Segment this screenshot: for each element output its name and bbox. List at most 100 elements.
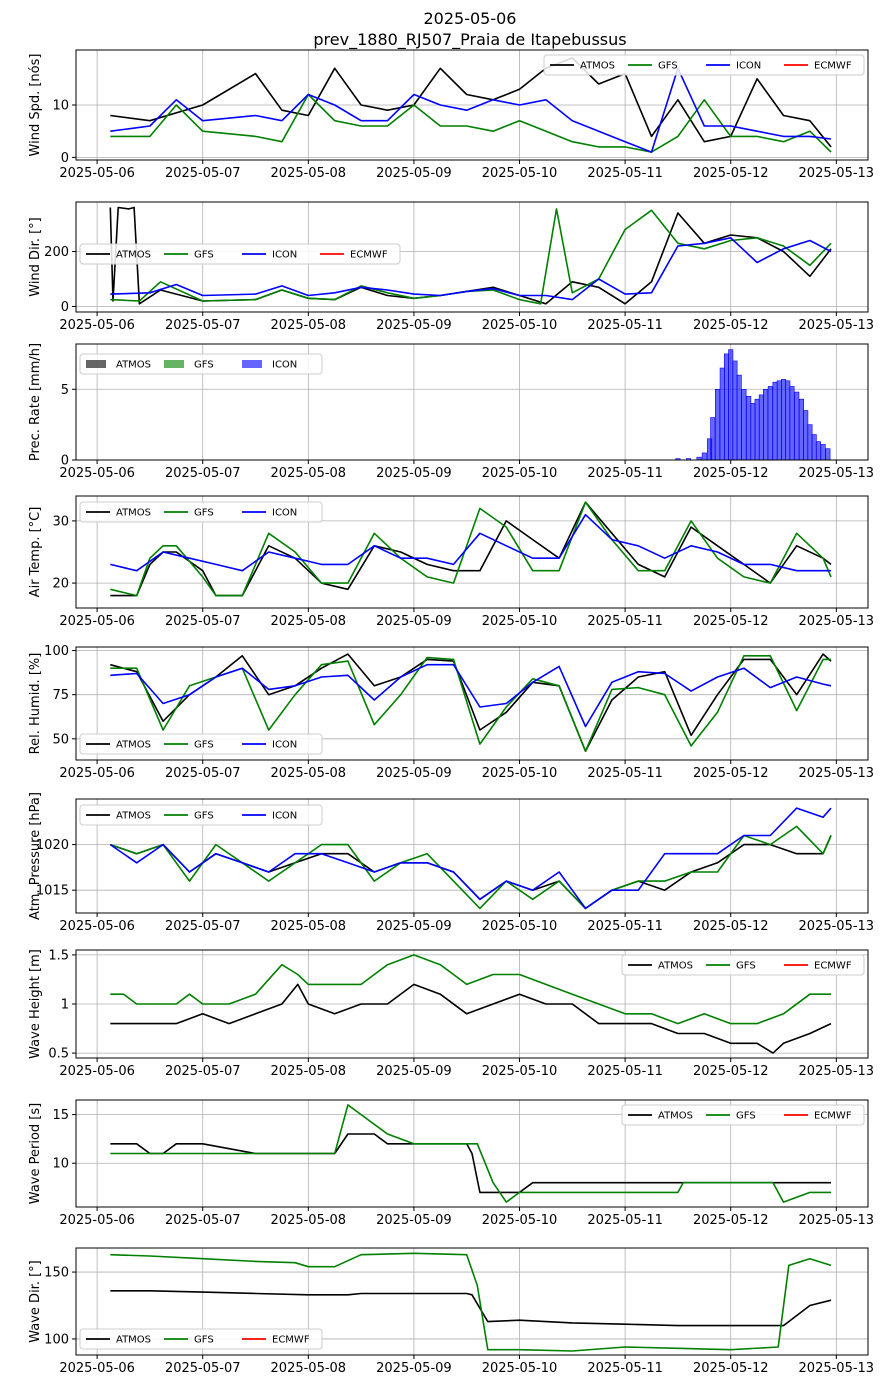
series-line-atmos xyxy=(110,57,832,148)
precip-bar-icon xyxy=(758,394,764,461)
panel-precipitation: 2025-05-06 2025-05-07 2025-05-08 2025-05-09… xyxy=(28,343,874,481)
figure-subtitle: prev_1880_RJ507_Praia de Itapebussus xyxy=(313,30,626,50)
x-tick-label: 2025-05-12 xyxy=(693,1064,769,1079)
x-tick-label: 2025-05-08 xyxy=(271,614,347,629)
x-tick-label: 2025-05-10 xyxy=(482,318,558,333)
x-tick-label: 2025-05-13 xyxy=(799,614,875,629)
y-tick-label: 5 xyxy=(61,383,69,398)
panel-relative-humidity: 2025-05-06 2025-05-07 2025-05-08 2025-05-09… xyxy=(28,644,874,781)
precip-bar-icon xyxy=(754,398,760,461)
x-tick-label: 2025-05-07 xyxy=(165,766,241,781)
x-tick-label: 2025-05-07 xyxy=(165,919,241,934)
plot-frame xyxy=(75,1099,869,1208)
panel-atmospheric-pressure: 2025-05-06 2025-05-07 2025-05-08 2025-05-09… xyxy=(28,792,874,934)
x-tick-label: 2025-05-13 xyxy=(799,166,875,181)
precip-bar-icon xyxy=(772,381,778,461)
legend-label-ecmwf: ECMWF xyxy=(272,1335,310,1346)
y-axis-label: Prec. Rate [mm/h] xyxy=(28,343,43,461)
x-tick-label: 2025-05-07 xyxy=(165,466,241,481)
y-tick-label: 10 xyxy=(52,1157,69,1172)
x-tick-label: 2025-05-11 xyxy=(587,766,663,781)
legend-label-icon: ICON xyxy=(272,360,297,371)
series-line-icon xyxy=(110,513,831,572)
x-tick-label: 2025-05-10 xyxy=(482,466,558,481)
series-line-atmos xyxy=(110,1290,832,1327)
legend: ATMOS GFS ICON xyxy=(79,353,323,375)
series-line-atmos xyxy=(110,1133,831,1194)
y-tick-label: 15 xyxy=(52,1108,69,1123)
x-tick-label: 2025-05-07 xyxy=(165,166,241,181)
x-tick-label: 2025-05-10 xyxy=(482,766,558,781)
x-tick-label: 2025-05-08 xyxy=(271,1064,347,1079)
x-tick-label: 2025-05-10 xyxy=(482,1361,558,1376)
precip-bar-icon xyxy=(794,391,800,461)
precip-bar-icon xyxy=(736,374,742,461)
x-tick-label: 2025-05-06 xyxy=(59,1361,135,1376)
legend-label-ecmwf: ECMWF xyxy=(814,961,852,972)
y-tick-label: 1.5 xyxy=(48,948,69,963)
series-line-atmos xyxy=(110,653,832,752)
legend-box xyxy=(79,501,323,523)
x-tick-label: 2025-05-09 xyxy=(376,614,452,629)
y-axis-label: Rel. Humid. [%] xyxy=(28,653,43,755)
x-tick-label: 2025-05-06 xyxy=(59,318,135,333)
series-line-atmos xyxy=(110,501,832,597)
x-tick-label: 2025-05-09 xyxy=(376,766,452,781)
legend: ATMOS GFS ICON xyxy=(79,501,323,523)
precip-bar-icon xyxy=(789,386,795,461)
x-tick-label: 2025-05-09 xyxy=(376,919,452,934)
legend-swatch-atmos xyxy=(86,360,106,368)
panel-wave-period: 2025-05-06 2025-05-07 2025-05-08 2025-05-09… xyxy=(28,1099,875,1228)
x-tick-label: 2025-05-11 xyxy=(587,466,663,481)
precip-bar-icon xyxy=(701,452,707,461)
legend-label-gfs: GFS xyxy=(194,250,214,261)
y-tick-label: 200 xyxy=(44,245,69,260)
legend-swatch-gfs xyxy=(164,360,184,368)
x-tick-label: 2025-05-08 xyxy=(271,1361,347,1376)
plot-frame xyxy=(75,798,869,914)
panel-air-temperature: 2025-05-06 2025-05-07 2025-05-08 2025-05-09… xyxy=(28,495,875,629)
y-axis-label: Wind Dir. [°] xyxy=(28,217,43,297)
x-tick-label: 2025-05-08 xyxy=(271,766,347,781)
x-tick-label: 2025-05-10 xyxy=(482,166,558,181)
legend-label-icon: ICON xyxy=(272,740,297,751)
y-tick-label: 1 xyxy=(61,998,69,1013)
legend-label-atmos: ATMOS xyxy=(580,61,615,72)
precip-bar-icon xyxy=(750,403,756,461)
legend-label-gfs: GFS xyxy=(194,811,214,822)
x-tick-label: 2025-05-09 xyxy=(376,466,452,481)
x-tick-label: 2025-05-12 xyxy=(693,614,769,629)
series-line-icon xyxy=(109,807,832,910)
legend-label-atmos: ATMOS xyxy=(116,250,151,261)
y-tick-label: 75 xyxy=(52,688,69,703)
legend-label-icon: ICON xyxy=(272,250,297,261)
precip-bar-icon xyxy=(781,379,787,461)
y-tick-label: 0 xyxy=(61,300,69,315)
x-tick-label: 2025-05-13 xyxy=(799,1213,875,1228)
series-line-gfs xyxy=(110,1252,832,1352)
series-line-icon xyxy=(110,67,832,153)
x-tick-label: 2025-05-10 xyxy=(482,1064,558,1079)
x-tick-label: 2025-05-09 xyxy=(376,166,452,181)
series-line-gfs xyxy=(110,954,831,1025)
x-tick-label: 2025-05-11 xyxy=(587,1064,663,1079)
legend-label-gfs: GFS xyxy=(736,1111,756,1122)
figure-title: 2025-05-06 xyxy=(424,9,517,28)
panel-wind-direction: 2025-05-06 2025-05-07 2025-05-08 2025-05-09… xyxy=(28,201,874,333)
x-tick-label: 2025-05-08 xyxy=(271,466,347,481)
series-line-gfs xyxy=(110,1104,831,1203)
legend: ATMOS GFS ECMWF xyxy=(621,954,865,976)
x-tick-label: 2025-05-10 xyxy=(482,614,558,629)
plot-frame xyxy=(75,1247,869,1356)
x-tick-label: 2025-05-10 xyxy=(482,919,558,934)
y-axis-label: Wave Height [m] xyxy=(28,949,43,1059)
legend-label-ecmwf: ECMWF xyxy=(814,61,852,72)
legend: ATMOS GFS ICON ECMWF xyxy=(79,243,401,265)
x-tick-label: 2025-05-06 xyxy=(59,614,135,629)
legend-label-atmos: ATMOS xyxy=(658,1111,693,1122)
y-axis-label: Wave Period [s] xyxy=(28,1103,43,1204)
x-tick-label: 2025-05-13 xyxy=(799,919,875,934)
legend-label-atmos: ATMOS xyxy=(658,961,693,972)
y-tick-label: 0 xyxy=(61,151,69,166)
